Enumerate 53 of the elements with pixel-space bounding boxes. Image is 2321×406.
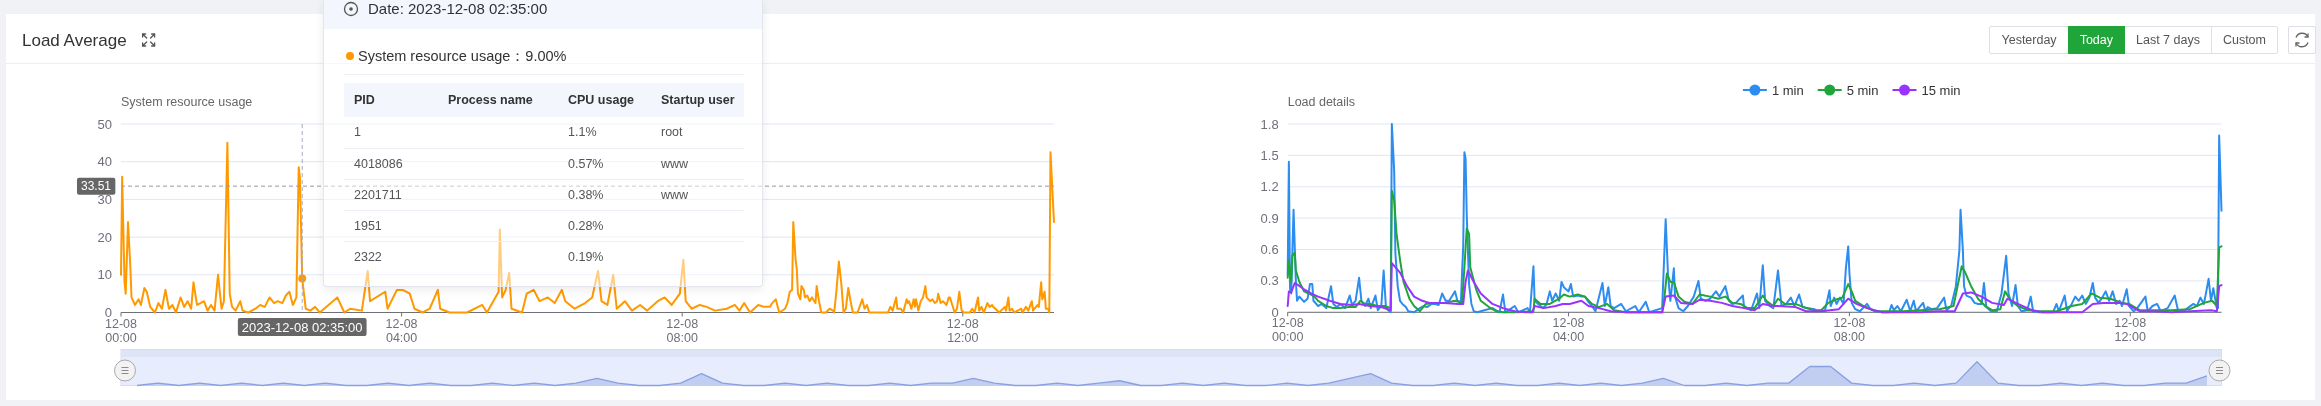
y-tick-label: 20 — [97, 229, 112, 245]
annotation: www — [660, 186, 690, 204]
category-label: PID — [353, 92, 376, 109]
annotation: root — [660, 124, 684, 142]
legend-label: 5 min — [1846, 82, 1879, 98]
x-tick-label: 12-08 08:00 — [666, 316, 699, 345]
text: Today — [2067, 26, 2125, 54]
y-tick-label: 30 — [97, 191, 112, 207]
y-tick-label: 1.2 — [1260, 179, 1279, 195]
line-series — [120, 141, 1055, 314]
category-label: CPU usage — [567, 92, 635, 109]
y-axis-title: System resource usage — [121, 95, 253, 109]
category-label: Process name — [447, 92, 534, 109]
annotation: 0.28% — [567, 217, 605, 235]
line-series — [1286, 123, 2223, 314]
line-series — [1286, 189, 2223, 314]
y-tick-label: 1.8 — [1260, 116, 1279, 132]
legend-label: 1 min — [1771, 82, 1804, 98]
annotation: 1 — [353, 124, 362, 142]
x-tick-label: 12-08 04:00 — [385, 316, 418, 345]
annotation: www — [660, 155, 690, 173]
text: Custom — [2210, 26, 2278, 54]
x-tick-label: 12-08 12:00 — [2114, 316, 2147, 345]
annotation: 2322 — [353, 248, 383, 266]
ref-line-label: 33.51 — [80, 179, 112, 194]
y-tick-label: 10 — [97, 267, 112, 283]
annotation: 0.19% — [567, 248, 605, 266]
text: System resource usage：9.00% — [358, 47, 567, 65]
annotation: 0.38% — [567, 186, 605, 204]
y-tick-label: 40 — [97, 154, 112, 170]
legend-label: 15 min — [1921, 82, 1961, 98]
x-tick-label: 12-08 12:00 — [946, 316, 979, 345]
y-tick-label: 0.9 — [1260, 210, 1279, 226]
y-axis-title: Load details — [1287, 95, 1356, 109]
y-tick-label: 0.3 — [1260, 273, 1279, 289]
annotation: 4018086 — [353, 155, 404, 173]
category-label: Startup user — [660, 92, 736, 109]
y-tick-label: 0.6 — [1260, 242, 1279, 258]
text: Yesterday — [1989, 26, 2069, 54]
annotation: 0.57% — [567, 155, 605, 173]
y-tick-label: 50 — [97, 116, 112, 132]
text: Last 7 days — [2123, 26, 2212, 54]
annotation: 1951 — [353, 217, 383, 235]
line-series — [1286, 262, 2223, 314]
x-tick-label: 12-08 04:00 — [1552, 316, 1585, 345]
x-tick-label: 12-08 08:00 — [1833, 316, 1866, 345]
annotation: 1.1% — [567, 124, 598, 142]
ref-line-label: 2023-12-08 02:35:00 — [241, 319, 363, 335]
text: Date: 2023-12-08 02:35:00 — [368, 0, 548, 17]
annotation: 2201711 — [353, 186, 403, 204]
text: Load Average — [22, 30, 127, 50]
x-tick-label: 12-08 00:00 — [1271, 316, 1304, 345]
y-tick-label: 1.5 — [1260, 147, 1279, 163]
